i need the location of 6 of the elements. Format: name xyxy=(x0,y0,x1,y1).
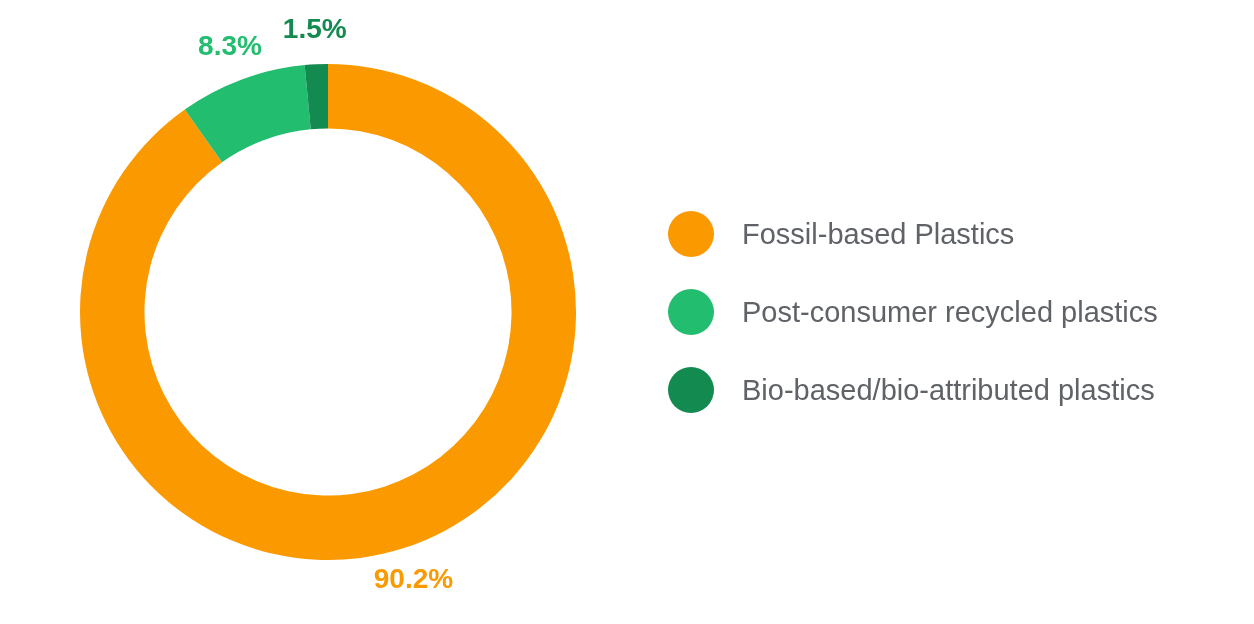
data-label: 1.5% xyxy=(282,13,347,45)
data-label: 90.2% xyxy=(373,563,454,595)
legend-label: Fossil-based Plastics xyxy=(742,217,1015,251)
legend-label: Bio-based/bio-attributed plastics xyxy=(742,373,1155,407)
data-label: 8.3% xyxy=(198,30,262,62)
legend-label: Post-consumer recycled plastics xyxy=(742,295,1158,329)
